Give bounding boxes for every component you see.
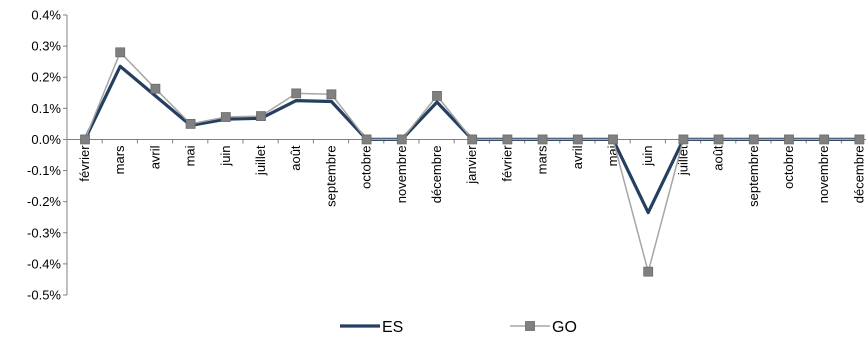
data-point-go <box>220 112 231 122</box>
data-point-go <box>748 134 759 145</box>
data-point-go <box>784 134 794 145</box>
y-axis: 0.4% 0.3% 0.2% 0.1% 0.0% -0.1% -0.2% -0.3% -0.4%… <box>27 8 68 303</box>
y-tick-label: -0.2% <box>27 194 61 209</box>
x-tick-label: avril <box>147 145 162 169</box>
data-point-go <box>115 47 126 58</box>
data-point-go <box>396 134 407 145</box>
x-tick-label: novembre <box>816 145 831 203</box>
x-tick-label: septembre <box>746 145 761 206</box>
data-point-go <box>326 89 337 100</box>
x-tick-label: août <box>711 145 726 171</box>
data-point-go <box>502 134 513 145</box>
y-tick-label: -0.1% <box>27 163 61 178</box>
series-lines <box>80 47 865 277</box>
y-tick-label: 0.1% <box>31 101 61 116</box>
x-tick-label: janvier <box>464 145 479 185</box>
data-point-go <box>713 134 724 145</box>
data-point-go <box>467 134 478 145</box>
x-tick-label: avril <box>570 145 585 169</box>
y-tick-label: -0.3% <box>27 225 61 240</box>
x-tick-label: mars <box>112 145 127 174</box>
x-tick-label: octobre <box>359 145 374 188</box>
y-tick-label: 0.4% <box>31 8 61 23</box>
data-point-go <box>854 134 865 145</box>
data-point-go <box>185 118 196 129</box>
data-point-go <box>361 134 372 145</box>
data-point-go <box>608 134 618 145</box>
data-point-go <box>643 266 654 277</box>
legend: ES GO <box>340 319 577 336</box>
x-axis: février mars avril mai juin juillet août septem… <box>66 138 866 207</box>
x-tick-label: mai <box>183 145 198 166</box>
data-point-go <box>256 111 266 122</box>
x-tick-label: décembre <box>851 145 866 203</box>
data-point-go <box>819 134 830 145</box>
y-tick-label: 0.0% <box>31 132 61 147</box>
y-tick-label: 0.3% <box>31 39 61 54</box>
y-tick-label: -0.5% <box>27 288 61 303</box>
data-point-go <box>291 88 302 99</box>
x-tick-label: décembre <box>429 145 444 203</box>
x-tick-label: juillet <box>253 145 268 176</box>
x-tick-label: juin <box>218 145 233 166</box>
x-tick-label: juin <box>640 145 655 166</box>
legend-marker-go <box>525 321 535 331</box>
y-tick-label: -0.4% <box>27 256 61 271</box>
x-tick-label: mars <box>535 145 550 174</box>
data-point-go <box>150 83 161 94</box>
x-tick-label: février <box>499 145 514 182</box>
legend-label-go: GO <box>552 319 577 336</box>
data-point-go <box>572 134 583 145</box>
x-tick-label: novembre <box>394 145 409 203</box>
y-tick-label: 0.2% <box>31 70 61 85</box>
x-tick-label: février <box>77 145 92 182</box>
data-point-go <box>80 134 90 145</box>
data-point-go <box>678 134 689 145</box>
x-tick-label: octobre <box>781 145 796 188</box>
x-tick-label: août <box>288 145 303 171</box>
x-tick-label: septembre <box>323 145 338 206</box>
legend-label-es: ES <box>382 319 403 336</box>
data-point-go <box>432 90 442 101</box>
data-point-go <box>537 134 548 145</box>
